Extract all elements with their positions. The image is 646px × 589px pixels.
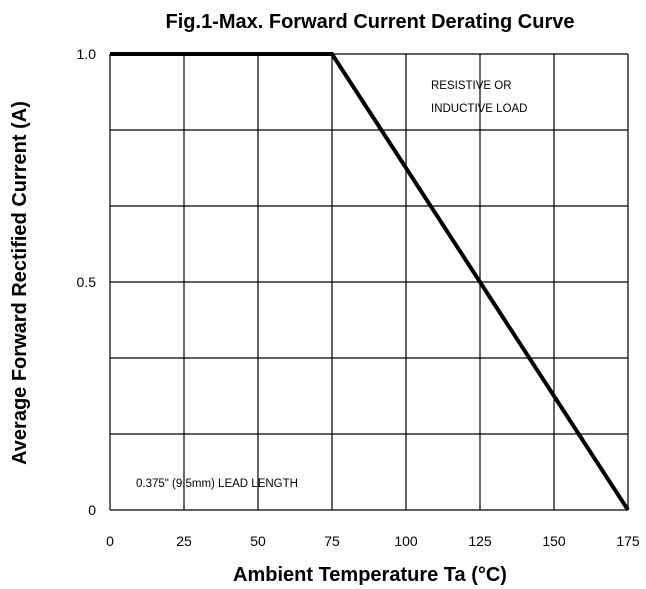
x-tick-label: 150 <box>542 533 566 549</box>
x-tick-label: 50 <box>250 533 266 549</box>
x-tick-label: 175 <box>616 533 640 549</box>
y-tick-label: 0 <box>88 502 96 518</box>
y-tick-labels: 0 0.5 1.0 <box>77 46 97 518</box>
y-tick-label: 0.5 <box>77 274 97 290</box>
chart-title: Fig.1-Max. Forward Current Derating Curv… <box>166 11 575 33</box>
y-axis-label: Average Forward Rectified Current (A) <box>9 101 31 465</box>
grid <box>109 53 629 511</box>
load-annotation-line2: INDUCTIVE LOAD <box>431 103 528 115</box>
x-tick-label: 0 <box>106 533 114 549</box>
x-axis-label: Ambient Temperature Ta (°C) <box>233 564 507 586</box>
load-annotation-line1: RESISTIVE OR <box>431 80 512 92</box>
y-tick-label: 1.0 <box>77 46 97 62</box>
x-tick-label: 125 <box>468 533 492 549</box>
x-tick-label: 100 <box>394 533 418 549</box>
x-tick-label: 75 <box>324 533 340 549</box>
series <box>110 52 630 512</box>
derating-curve-line <box>110 52 630 512</box>
x-tick-labels: 0 25 50 75 100 125 150 175 <box>106 533 640 549</box>
x-tick-label: 25 <box>176 533 192 549</box>
lead-length-annotation: 0.375" (9.5mm) LEAD LENGTH <box>136 478 298 490</box>
